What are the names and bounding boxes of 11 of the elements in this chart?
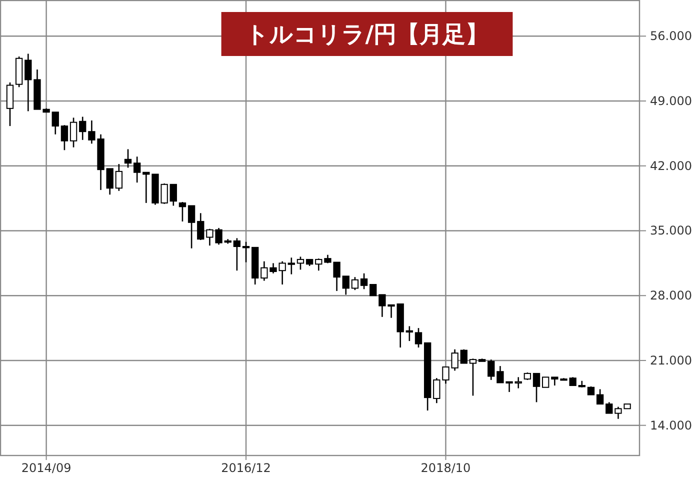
y-tick-label: 14.000 bbox=[650, 418, 692, 432]
x-tick-label: 2018/10 bbox=[420, 461, 471, 475]
y-tick-label: 28.000 bbox=[650, 288, 692, 303]
x-tick-label: 2016/12 bbox=[221, 461, 271, 475]
title: トルコリラ/円【月足】 bbox=[221, 12, 513, 56]
y-tick-label: 42.000 bbox=[650, 158, 692, 173]
y-tick-label: 49.000 bbox=[650, 94, 692, 108]
y-tick-label: 35.000 bbox=[650, 224, 692, 238]
y-tick-label: 21.000 bbox=[650, 353, 692, 368]
y-tick-label: 56.000 bbox=[650, 29, 692, 44]
x-tick-label: 2014/09 bbox=[21, 461, 72, 475]
